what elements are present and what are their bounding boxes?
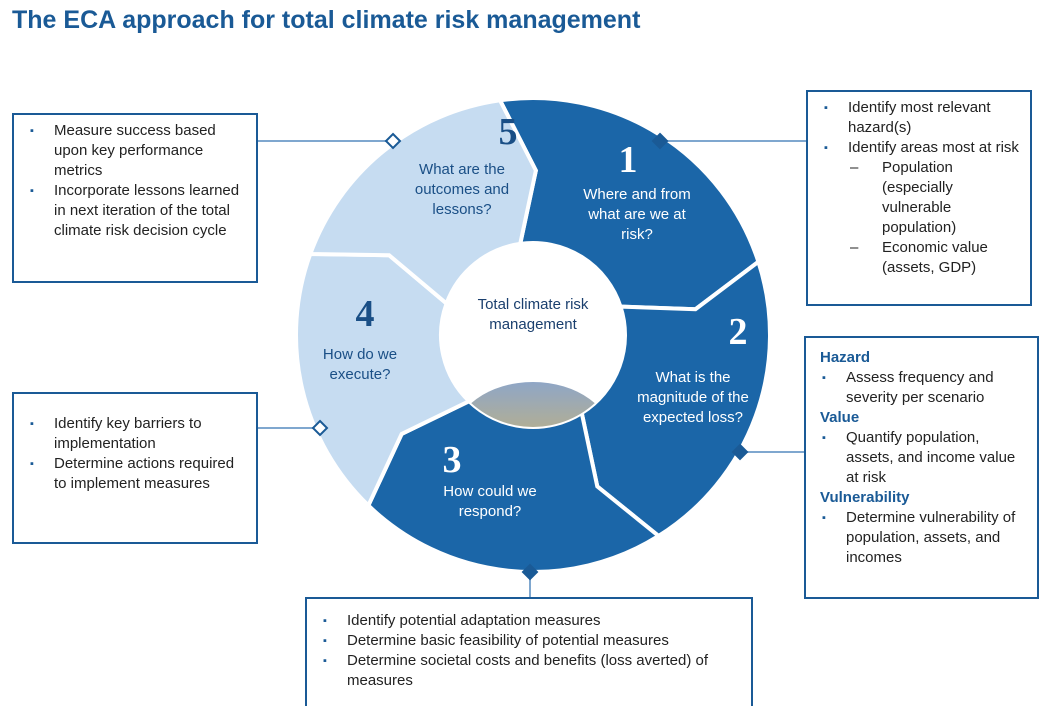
step-question: Where and from what are we at risk? [583, 186, 691, 243]
step-number: 2 [728, 311, 748, 353]
center-circle [441, 243, 625, 427]
bullet: Determine actions required to implement … [28, 454, 246, 494]
sub-bullet: Economic value (assets, GDP) [822, 238, 1020, 278]
box-step2: Hazard Assess frequency and severity per… [804, 336, 1039, 599]
box-step1: Identify most relevant hazard(s) Identif… [806, 90, 1032, 306]
step-question: What is the magnitude of the expected lo… [637, 369, 749, 426]
step-question: What are the outcomes and lessons? [414, 161, 510, 218]
box-step4: Identify key barriers to implementation … [12, 392, 258, 544]
bullet: Quantify population, assets, and income … [820, 428, 1027, 488]
step-number: 1 [618, 139, 638, 181]
step-number: 4 [355, 293, 375, 335]
heading: Vulnerability [820, 489, 910, 506]
sub-bullet: Population (especially vulnerable popula… [822, 158, 1020, 238]
diamonds [311, 132, 749, 581]
bullet: Measure success based upon key performan… [28, 121, 246, 181]
bullet: Identify most relevant hazard(s) [822, 98, 1020, 138]
bullet: Identify key barriers to implementation [28, 414, 246, 454]
step-number: 3 [442, 439, 462, 481]
step-number: 5 [498, 111, 518, 153]
heading: Hazard [820, 349, 871, 366]
heading: Value [820, 409, 860, 426]
step-question: How could we respond? [443, 483, 537, 520]
earth-image [453, 382, 613, 427]
bullet: Determine basic feasibility of potential… [321, 631, 741, 651]
bullet: Determine societal costs and benefits (l… [321, 651, 741, 691]
bullet: Identify areas most at risk [822, 138, 1020, 158]
box-step3: Identify potential adaptation measures D… [305, 597, 753, 706]
connectors [258, 140, 806, 597]
bullet: Determine vulnerability of population, a… [820, 508, 1027, 568]
bullet: Incorporate lessons learned in next iter… [28, 181, 246, 241]
step-question: How do we execute? [322, 346, 398, 383]
box-step5: Measure success based upon key performan… [12, 113, 258, 283]
title: The ECA approach for total climate risk … [12, 6, 641, 34]
bullet: Identify potential adaptation measures [321, 611, 741, 631]
bullet: Assess frequency and severity per scenar… [820, 368, 1027, 408]
center-label: Total climate risk management [477, 296, 589, 333]
